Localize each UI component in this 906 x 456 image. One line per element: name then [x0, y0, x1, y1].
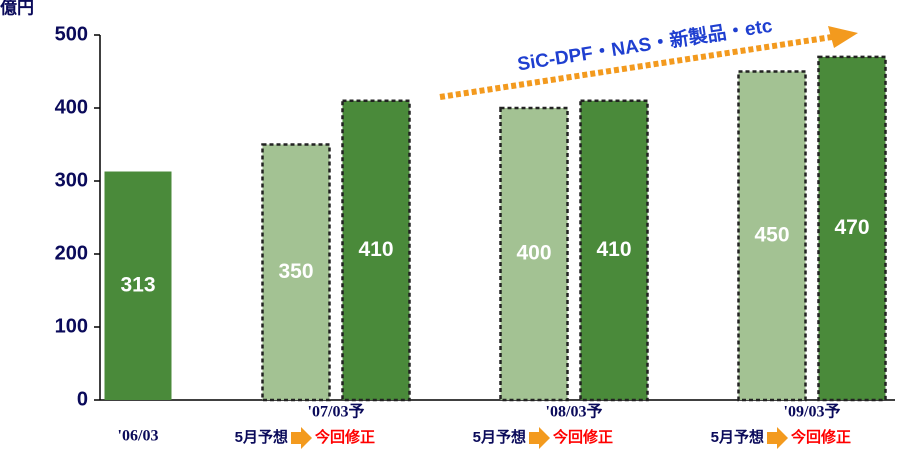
unit-label: 億円 [0, 0, 34, 17]
x-tick-label: '07/03予 [308, 403, 365, 421]
value-label: 450 [754, 223, 789, 246]
y-tick-label: 300 [55, 169, 88, 191]
trend-arrowhead [828, 26, 858, 48]
value-label: 410 [358, 238, 393, 261]
x-tick-label: '09/03予 [784, 403, 841, 421]
y-tick-label: 200 [55, 242, 88, 264]
legend-label: 今回修正 [314, 428, 375, 446]
x-tick-label: '08/03予 [546, 403, 603, 421]
legend-arrow [291, 427, 312, 449]
y-tick-label: 400 [55, 96, 88, 118]
bar [341, 99, 411, 402]
value-label: 410 [596, 238, 631, 261]
bar [499, 106, 569, 402]
legend-arrow [767, 427, 788, 449]
bar [579, 99, 649, 402]
y-tick-label: 500 [55, 23, 88, 45]
annotation: SiC-DPF・NAS・新製品・etc [516, 14, 775, 76]
value-label: 350 [278, 260, 313, 283]
bar [817, 55, 887, 402]
legend-label: 5月予想 [235, 428, 288, 446]
value-label: 400 [516, 242, 551, 265]
value-label: 470 [834, 216, 869, 239]
value-label: 313 [120, 273, 155, 296]
trend-arrow [439, 34, 833, 100]
legend-label: 今回修正 [552, 428, 613, 446]
legend-label: 5月予想 [711, 428, 764, 446]
bar [261, 143, 331, 402]
bar [737, 70, 807, 402]
legend-arrow [529, 427, 550, 449]
legend-label: 今回修正 [790, 428, 851, 446]
y-tick-label: 100 [55, 315, 88, 337]
legend-label: 5月予想 [473, 428, 526, 446]
x-tick-label: '06/03 [118, 428, 159, 445]
y-tick-label: 0 [77, 388, 88, 410]
bar [104, 171, 172, 400]
